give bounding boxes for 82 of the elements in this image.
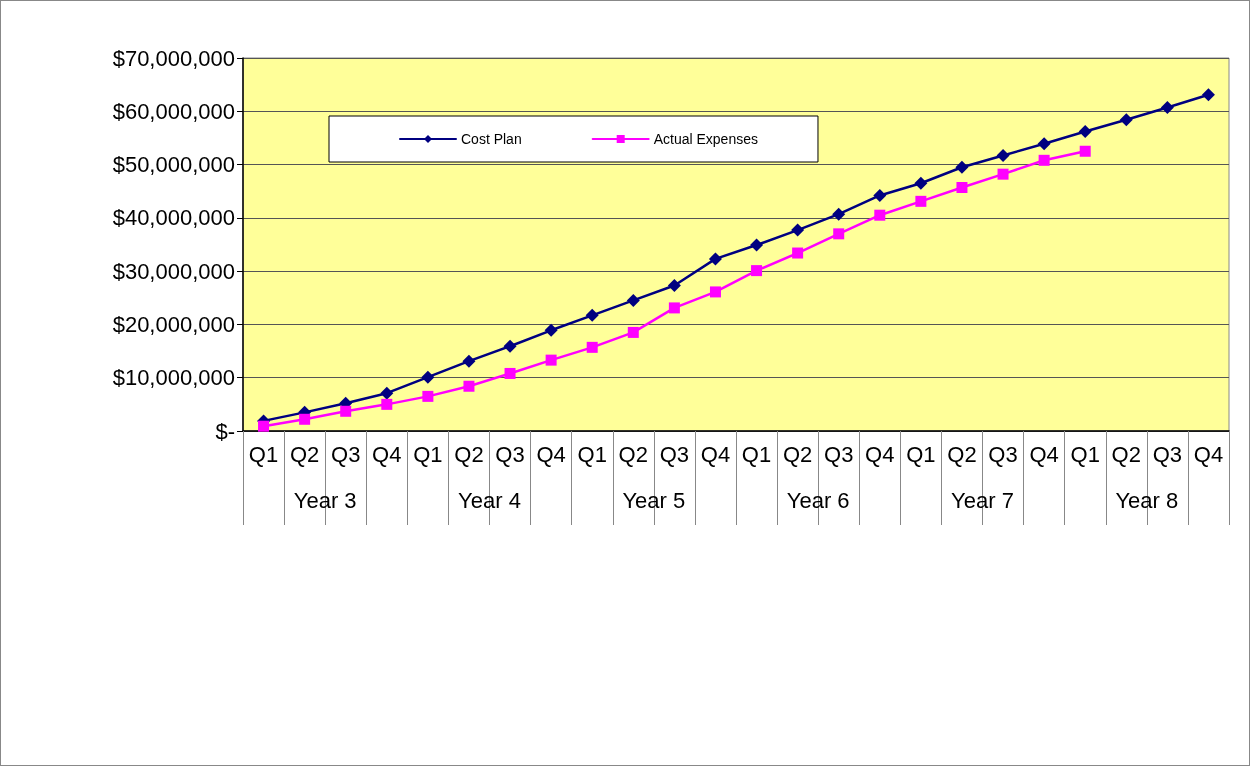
x-tick-label: Q3 xyxy=(495,441,525,467)
point xyxy=(380,386,394,400)
x-tick-label: Q1 xyxy=(1070,441,1100,467)
y-tick-label: $20,000,000 xyxy=(112,311,235,337)
y-tick-label: $70,000,000 xyxy=(112,45,235,71)
text: Year 6 xyxy=(786,487,850,513)
x-tick-label: Q4 xyxy=(536,441,566,467)
point xyxy=(586,341,598,353)
point xyxy=(750,238,764,252)
text: Year 7 xyxy=(951,487,1014,513)
point xyxy=(873,188,887,202)
x-tick-label: Q4 xyxy=(1029,441,1059,467)
y-tick-label: $- xyxy=(215,418,235,444)
text: Year 8 xyxy=(1115,487,1179,513)
point xyxy=(626,293,640,307)
point xyxy=(792,247,804,259)
x-tick-label: Q1 xyxy=(741,441,772,467)
x-tick-label: Q4 xyxy=(1193,441,1224,467)
point xyxy=(956,181,968,193)
point xyxy=(544,323,558,337)
legend-label: Cost Plan xyxy=(461,131,522,147)
point xyxy=(833,228,845,240)
point xyxy=(627,326,639,338)
point xyxy=(708,252,722,266)
x-tick-label: Q3 xyxy=(988,441,1018,467)
point xyxy=(299,413,311,425)
point xyxy=(996,149,1010,163)
point xyxy=(955,160,969,174)
y-tick-label: $50,000,000 xyxy=(112,152,235,178)
x-tick-label: Q3 xyxy=(659,441,690,467)
point xyxy=(1119,113,1133,127)
x-tick-label: Q2 xyxy=(782,441,813,467)
x-tick-label: Q2 xyxy=(618,441,648,467)
point xyxy=(1201,88,1215,102)
y-tick-label: $40,000,000 xyxy=(112,205,235,231)
point xyxy=(421,370,435,384)
point xyxy=(668,302,680,314)
point xyxy=(791,223,805,237)
x-tick-label: Q1 xyxy=(906,441,936,467)
point xyxy=(751,265,763,277)
x-tick-label: Q4 xyxy=(372,441,402,467)
point xyxy=(667,279,681,293)
point xyxy=(1079,145,1091,157)
legend-label: Actual Expenses xyxy=(653,131,758,147)
point xyxy=(874,209,886,221)
x-tick-label: Q3 xyxy=(1152,441,1183,467)
text: Year 3 xyxy=(293,487,357,513)
y-tick-label: $30,000,000 xyxy=(112,258,235,284)
x-tick-label: Q1 xyxy=(413,441,443,467)
point xyxy=(914,176,928,190)
x-tick-label: Q2 xyxy=(947,441,977,467)
x-tick-label: Q2 xyxy=(289,441,320,467)
point xyxy=(997,168,1009,180)
point xyxy=(340,405,352,417)
point xyxy=(1038,154,1050,166)
x-tick-label: Q1 xyxy=(248,441,279,467)
point xyxy=(381,398,393,410)
point xyxy=(832,207,846,221)
text: Year 4 xyxy=(458,487,521,513)
point xyxy=(545,354,557,366)
point xyxy=(1037,137,1051,151)
y-tick-label: $10,000,000 xyxy=(112,365,235,391)
point xyxy=(422,390,434,402)
point xyxy=(463,380,475,392)
x-tick-label: Q4 xyxy=(700,441,731,467)
x-tick-label: Q1 xyxy=(577,441,607,467)
x-tick-label: Q2 xyxy=(1111,441,1141,467)
x-tick-label: Q4 xyxy=(865,441,895,467)
point xyxy=(585,308,599,322)
text: Year 5 xyxy=(622,487,686,513)
x-tick-label: Q2 xyxy=(454,441,484,467)
point xyxy=(503,339,517,353)
y-tick-label: $60,000,000 xyxy=(112,98,235,124)
point xyxy=(709,286,721,298)
point xyxy=(462,354,476,368)
point xyxy=(915,195,927,207)
point xyxy=(504,367,516,379)
x-tick-label: Q3 xyxy=(824,441,854,467)
x-tick-label: Q3 xyxy=(331,441,361,467)
point xyxy=(1160,101,1174,115)
point xyxy=(258,420,270,432)
point xyxy=(1078,125,1092,139)
